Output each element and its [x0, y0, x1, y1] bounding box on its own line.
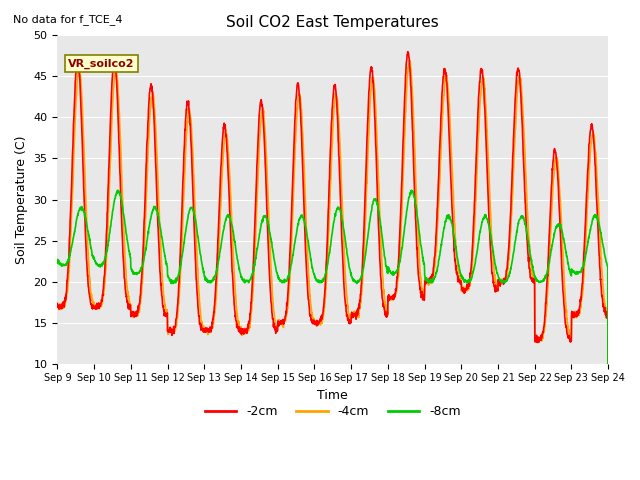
Text: No data for f_TCE_4: No data for f_TCE_4 — [13, 14, 122, 25]
X-axis label: Time: Time — [317, 389, 348, 402]
Title: Soil CO2 East Temperatures: Soil CO2 East Temperatures — [227, 15, 439, 30]
Text: VR_soilco2: VR_soilco2 — [68, 59, 135, 69]
Legend: -2cm, -4cm, -8cm: -2cm, -4cm, -8cm — [200, 400, 466, 423]
Y-axis label: Soil Temperature (C): Soil Temperature (C) — [15, 135, 28, 264]
